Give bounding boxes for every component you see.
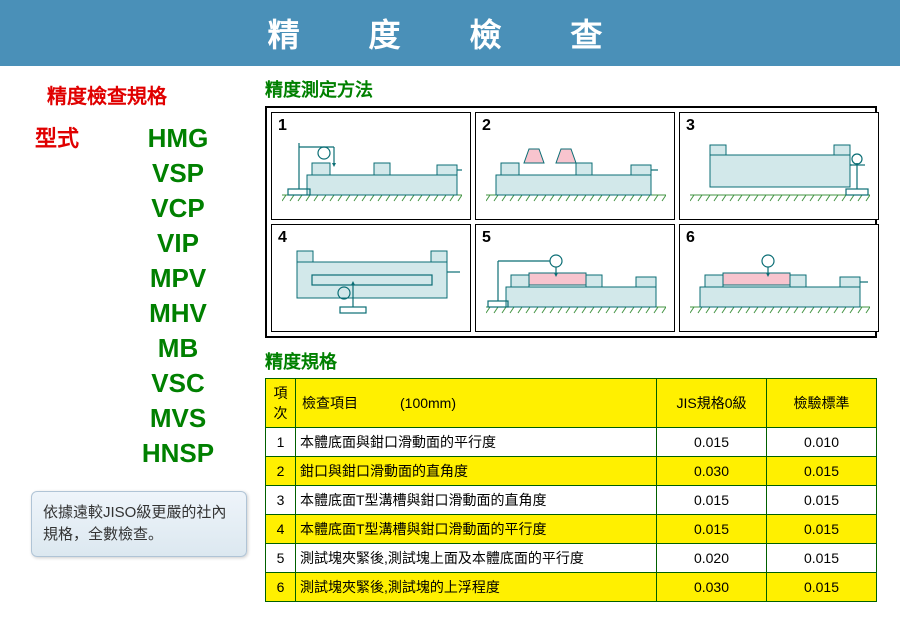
table-row: 2鉗口與鉗口滑動面的直角度0.0300.015 [266,457,877,486]
type-label: 型式 [35,121,91,471]
model-code: MPV [150,261,206,296]
left-column: 精度檢查規格 型式 HMGVSPVCPVIPMPVMHVMBVSCMVSHNSP… [0,74,265,602]
model-code: VIP [157,226,199,261]
cell-jis: 0.020 [657,544,767,573]
note-box: 依據遠較JISO級更嚴的社內規格，全數檢查。 [31,491,247,557]
cell-item: 本體底面T型溝槽與鉗口滑動面的平行度 [296,515,657,544]
vise-diagram-icon [690,135,870,205]
cell-item: 本體底面與鉗口滑動面的平行度 [296,428,657,457]
vise-diagram-icon [486,247,666,317]
cell-std: 0.015 [767,486,877,515]
cell-std: 0.015 [767,573,877,602]
cell-seq: 1 [266,428,296,457]
vise-diagram-icon [282,247,462,317]
model-code: MVS [150,401,206,436]
diagram-cell-5: 5 [475,224,675,332]
cell-seq: 2 [266,457,296,486]
cell-item: 本體底面T型溝槽與鉗口滑動面的直角度 [296,486,657,515]
cell-seq: 3 [266,486,296,515]
vise-diagram-icon [486,135,666,205]
right-column: 精度測定方法 1 [265,74,880,602]
cell-jis: 0.030 [657,457,767,486]
model-code: HMG [148,121,209,156]
table-row: 6測試塊夾緊後,測試塊的上浮程度0.0300.015 [266,573,877,602]
cell-jis: 0.030 [657,573,767,602]
table-row: 1本體底面與鉗口滑動面的平行度0.0150.010 [266,428,877,457]
model-code: HNSP [142,436,214,471]
table-row: 3本體底面T型溝槽與鉗口滑動面的直角度0.0150.015 [266,486,877,515]
type-row: 型式 HMGVSPVCPVIPMPVMHVMBVSCMVSHNSP [35,121,265,471]
cell-number: 1 [278,117,287,135]
cell-std: 0.010 [767,428,877,457]
cell-seq: 5 [266,544,296,573]
diagram-grid: 1 2 [265,106,877,338]
diagram-cell-1: 1 [271,112,471,220]
vise-diagram-icon [282,135,462,205]
cell-jis: 0.015 [657,486,767,515]
diagram-cell-2: 2 [475,112,675,220]
cell-item: 測試塊夾緊後,測試塊的上浮程度 [296,573,657,602]
model-code: MB [158,331,198,366]
cell-std: 0.015 [767,457,877,486]
diagram-cell-6: 6 [679,224,879,332]
cell-seq: 4 [266,515,296,544]
model-code: VSC [151,366,204,401]
table-row: 5測試塊夾緊後,測試塊上面及本體底面的平行度0.0200.015 [266,544,877,573]
table-header-row: 項次 檢查項目 (100mm) JIS規格0級 檢驗標準 [266,379,877,428]
cell-seq: 6 [266,573,296,602]
cell-item: 測試塊夾緊後,測試塊上面及本體底面的平行度 [296,544,657,573]
table-row: 4本體底面T型溝槽與鉗口滑動面的平行度0.0150.015 [266,515,877,544]
content: 精度檢查規格 型式 HMGVSPVCPVIPMPVMHVMBVSCMVSHNSP… [0,74,900,602]
cell-item: 鉗口與鉗口滑動面的直角度 [296,457,657,486]
cell-number: 4 [278,229,287,247]
cell-number: 3 [686,117,695,135]
col-seq: 項次 [266,379,296,428]
col-jis: JIS規格0級 [657,379,767,428]
cell-std: 0.015 [767,544,877,573]
table-heading: 精度規格 [265,348,880,374]
spec-table: 項次 檢查項目 (100mm) JIS規格0級 檢驗標準 1本體底面與鉗口滑動面… [265,378,877,602]
spec-heading: 精度檢查規格 [47,80,265,109]
cell-number: 6 [686,229,695,247]
cell-number: 2 [482,117,491,135]
col-std: 檢驗標準 [767,379,877,428]
model-list: HMGVSPVCPVIPMPVMHVMBVSCMVSHNSP [91,121,265,471]
model-code: VCP [151,191,204,226]
diagram-cell-3: 3 [679,112,879,220]
cell-std: 0.015 [767,515,877,544]
model-code: MHV [149,296,207,331]
vise-diagram-icon [690,247,870,317]
page-title: 精 度 檢 查 [0,0,900,66]
diagram-heading: 精度測定方法 [265,76,880,102]
col-item: 檢查項目 (100mm) [296,379,657,428]
cell-jis: 0.015 [657,515,767,544]
model-code: VSP [152,156,204,191]
cell-jis: 0.015 [657,428,767,457]
diagram-cell-4: 4 [271,224,471,332]
cell-number: 5 [482,229,491,247]
